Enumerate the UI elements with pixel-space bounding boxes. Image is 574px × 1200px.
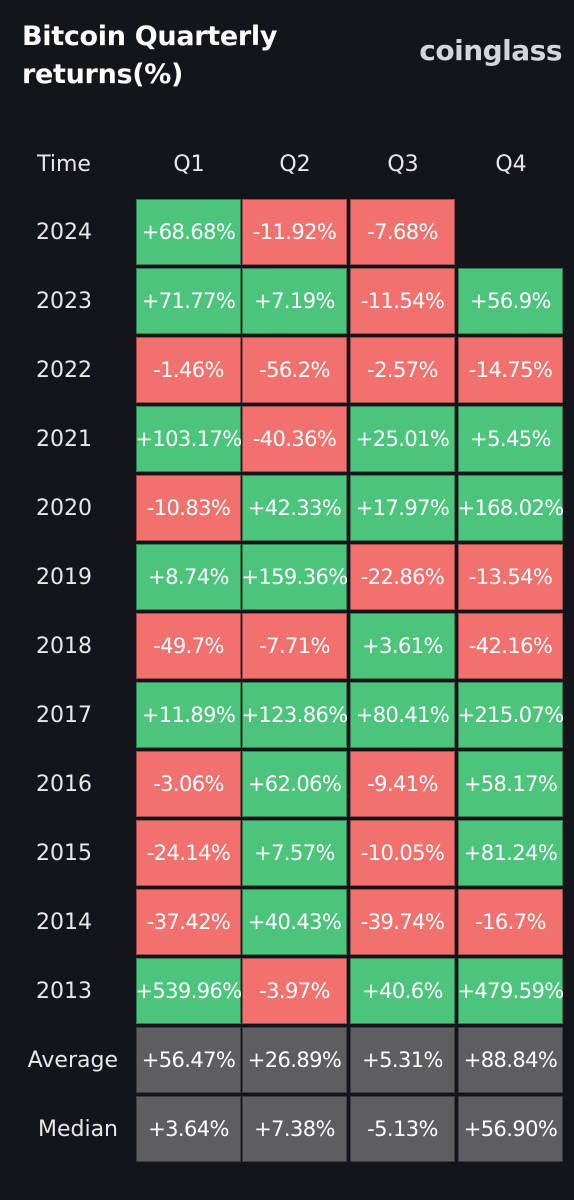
return-cell-q1: +8.74% <box>136 544 241 610</box>
return-cell-q2: -56.2% <box>242 337 347 403</box>
return-cell-q1: +539.96% <box>135 958 242 1024</box>
row-label: 2022 <box>36 358 92 383</box>
return-cell-q3: -9.41% <box>350 751 455 817</box>
return-cell-q2: +123.86% <box>241 682 348 748</box>
row-label: 2015 <box>36 841 92 866</box>
returns-table: Time Q1 Q2 Q3 Q4 2024 +68.68% -11.92% -7.68… <box>0 130 574 1164</box>
return-cell-q4: +88.84% <box>458 1027 563 1093</box>
return-cell-q4: +56.9% <box>458 268 563 334</box>
row-label: 2014 <box>36 910 92 935</box>
return-cell-q4: +81.24% <box>458 820 563 886</box>
return-cell-q1: -3.06% <box>136 751 241 817</box>
return-cell-q1: +68.68% <box>136 199 241 265</box>
table-row: 2016 -3.06% +62.06% -9.41% +58.17% <box>0 750 574 819</box>
table-row: 2015 -24.14% +7.57% -10.05% +81.24% <box>0 819 574 888</box>
return-cell-q2: +7.19% <box>242 268 347 334</box>
return-cell-q3: -2.57% <box>350 337 455 403</box>
return-cell-q2: +40.43% <box>242 889 347 955</box>
table-row: 2022 -1.46% -56.2% -2.57% -14.75% <box>0 336 574 405</box>
return-cell-q3: +25.01% <box>350 406 455 472</box>
row-label: Average <box>27 1048 118 1073</box>
row-label: 2016 <box>36 772 92 797</box>
return-cell-q1: +56.47% <box>136 1027 241 1093</box>
row-label: 2023 <box>36 289 92 314</box>
return-cell-q3: -5.13% <box>350 1096 455 1162</box>
row-label: 2018 <box>36 634 92 659</box>
return-cell-q2: +159.36% <box>241 544 348 610</box>
return-cell-q1: -1.46% <box>136 337 241 403</box>
return-cell-q4 <box>458 199 561 263</box>
column-header-q4: Q4 <box>495 151 527 177</box>
table-body: 2024 +68.68% -11.92% -7.68% 2023 +71.77% +7.19… <box>0 198 574 1164</box>
return-cell-q3: +3.61% <box>350 613 455 679</box>
return-cell-q4: +5.45% <box>458 406 563 472</box>
return-cell-q1: +71.77% <box>136 268 241 334</box>
return-cell-q1: +11.89% <box>136 682 241 748</box>
return-cell-q2: +26.89% <box>242 1027 347 1093</box>
table-row: 2019 +8.74% +159.36% -22.86% -13.54% <box>0 543 574 612</box>
return-cell-q3: -39.74% <box>350 889 455 955</box>
row-label: 2024 <box>36 220 92 245</box>
summary-row-median: Median +3.64% +7.38% -5.13% +56.90% <box>0 1095 574 1164</box>
return-cell-q2: +7.38% <box>242 1096 347 1162</box>
row-label: 2017 <box>36 703 92 728</box>
column-header-q3: Q3 <box>387 151 419 177</box>
row-label: 2020 <box>36 496 92 521</box>
return-cell-q1: -24.14% <box>136 820 241 886</box>
return-cell-q1: +103.17% <box>135 406 242 472</box>
return-cell-q3: +40.6% <box>350 958 455 1024</box>
return-cell-q4: +58.17% <box>458 751 563 817</box>
return-cell-q4: -16.7% <box>458 889 563 955</box>
return-cell-q3: -22.86% <box>350 544 455 610</box>
return-cell-q4: -13.54% <box>458 544 563 610</box>
table-header-row: Time Q1 Q2 Q3 Q4 <box>0 130 574 198</box>
table-row: 2024 +68.68% -11.92% -7.68% <box>0 198 574 267</box>
row-label: 2019 <box>36 565 92 590</box>
row-label: 2021 <box>36 427 92 452</box>
return-cell-q3: -11.54% <box>350 268 455 334</box>
return-cell-q3: +80.41% <box>350 682 455 748</box>
table-row: 2020 -10.83% +42.33% +17.97% +168.02% <box>0 474 574 543</box>
return-cell-q1: -10.83% <box>136 475 241 541</box>
row-label: 2013 <box>36 979 92 1004</box>
column-header-q1: Q1 <box>173 151 205 177</box>
return-cell-q3: -7.68% <box>350 199 455 265</box>
return-cell-q1: -37.42% <box>136 889 241 955</box>
summary-row-average: Average +56.47% +26.89% +5.31% +88.84% <box>0 1026 574 1095</box>
table-row: 2013 +539.96% -3.97% +40.6% +479.59% <box>0 957 574 1026</box>
row-label: Median <box>37 1117 118 1142</box>
return-cell-q2: -7.71% <box>242 613 347 679</box>
return-cell-q2: -3.97% <box>242 958 347 1024</box>
time-column-header: Time <box>37 151 91 177</box>
table-row: 2023 +71.77% +7.19% -11.54% +56.9% <box>0 267 574 336</box>
brand-logo[interactable]: coinglass <box>419 34 562 67</box>
return-cell-q4: +479.59% <box>457 958 564 1024</box>
return-cell-q4: +215.07% <box>457 682 564 748</box>
return-cell-q3: -10.05% <box>350 820 455 886</box>
return-cell-q4: -14.75% <box>458 337 563 403</box>
page-title: Bitcoin Quarterly returns(%) <box>22 21 278 90</box>
table-row: 2021 +103.17% -40.36% +25.01% +5.45% <box>0 405 574 474</box>
return-cell-q2: +62.06% <box>242 751 347 817</box>
return-cell-q4: +168.02% <box>457 475 564 541</box>
return-cell-q4: -42.16% <box>458 613 563 679</box>
return-cell-q2: +7.57% <box>242 820 347 886</box>
header: Bitcoin Quarterly returns(%) coinglass <box>0 0 574 130</box>
return-cell-q4: +56.90% <box>458 1096 563 1162</box>
return-cell-q2: -11.92% <box>242 199 347 265</box>
table-row: 2018 -49.7% -7.71% +3.61% -42.16% <box>0 612 574 681</box>
return-cell-q3: +5.31% <box>350 1027 455 1093</box>
return-cell-q2: -40.36% <box>242 406 347 472</box>
return-cell-q2: +42.33% <box>242 475 347 541</box>
return-cell-q3: +17.97% <box>350 475 455 541</box>
return-cell-q1: +3.64% <box>136 1096 241 1162</box>
table-row: 2017 +11.89% +123.86% +80.41% +215.07% <box>0 681 574 750</box>
return-cell-q1: -49.7% <box>136 613 241 679</box>
table-row: 2014 -37.42% +40.43% -39.74% -16.7% <box>0 888 574 957</box>
column-header-q2: Q2 <box>279 151 311 177</box>
